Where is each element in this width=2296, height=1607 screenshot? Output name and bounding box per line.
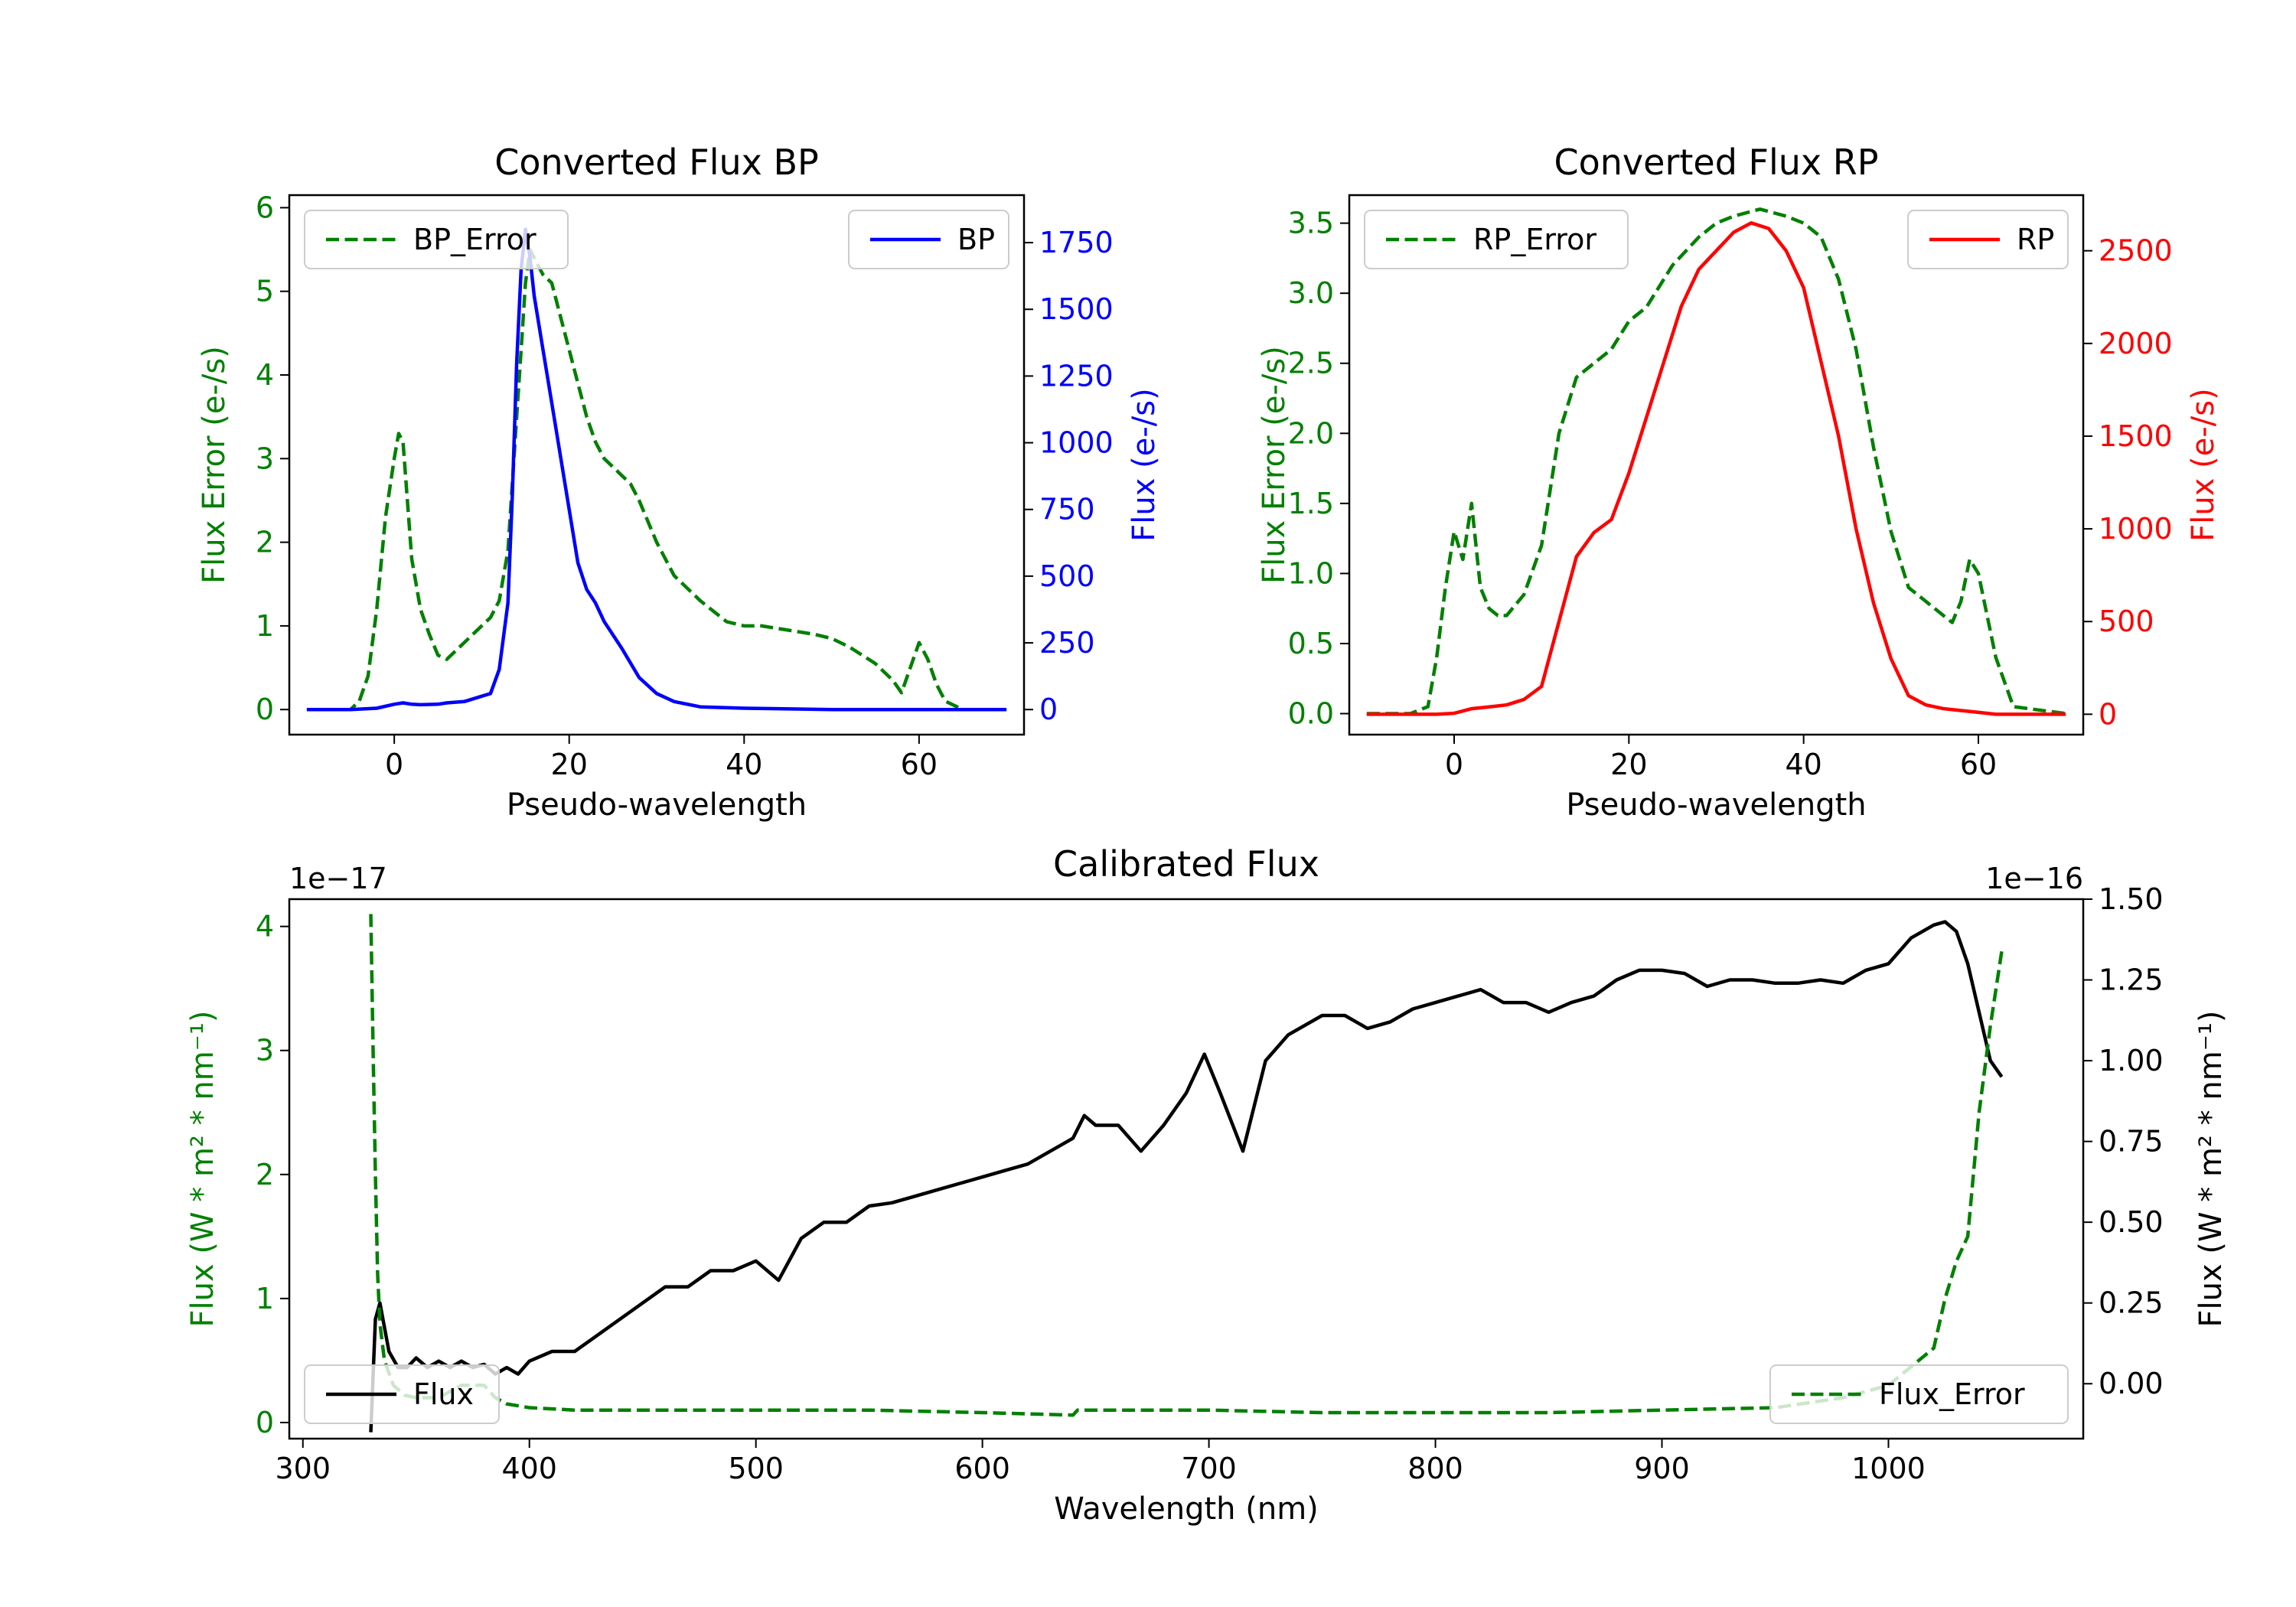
rp-right-tick-label: 1500 [2099,419,2173,453]
rp-left-tick-label: 3.5 [1288,207,1334,240]
legend-label: Flux_Error [1879,1377,2025,1411]
rp-chart-title: Converted Flux RP [1554,142,1879,183]
rp-x-tick-label: 0 [1445,748,1463,781]
bp-right-tick-label: 0 [1039,693,1058,726]
legend-box [1769,1364,2069,1424]
bp-x-tick-label: 0 [385,748,403,781]
bp-right-tick-label: 1250 [1039,359,1114,393]
bp-legend-bp: BP [848,210,1009,269]
rp-plot-area [1366,207,2066,716]
cal-left-tick-label: 2 [256,1158,274,1191]
cal-left-axis-label: Flux (W * m² * nm⁻¹) [185,1011,220,1328]
cal-legend-flux: Flux [304,1364,500,1424]
bp-left-tick-label: 4 [256,358,274,392]
cal-left-tick-label: 0 [256,1406,274,1439]
rp-x-axis-label: Pseudo-wavelength [1566,787,1866,823]
cal-x-tick-label: 700 [1181,1452,1237,1485]
bp-right-tick-label: 750 [1039,493,1095,526]
cal-chart-title: Calibrated Flux [1053,843,1319,885]
bp-right-tick-label: 1000 [1039,426,1114,460]
bp-left-tick-label: 0 [256,693,274,726]
bp-left-tick-label: 5 [256,275,274,308]
rp-right-tick-label: 500 [2099,605,2154,638]
bp-left-tick-label: 2 [256,526,274,559]
cal-left-tick-label: 4 [256,910,274,944]
bp-x-tick-label: 60 [901,748,938,781]
bp-x-tick-label: 20 [551,748,588,781]
cal-legend-flux-error: Flux_Error [1769,1364,2069,1424]
cal-x-tick-label: 300 [275,1452,331,1485]
bp-left-axis-label: Flux Error (e-/s) [197,346,232,584]
legend-label: RP [2017,223,2054,256]
cal-right-tick-label: 0.50 [2099,1205,2164,1239]
rp-left-tick-label: 1.5 [1288,487,1334,520]
rp-series-rp-line [1366,221,2066,716]
rp-x-tick-label: 20 [1610,748,1647,781]
rp-left-tick-label: 3.0 [1288,276,1334,310]
rp-legend-rp: RP [1907,210,2069,269]
cal-series-flux-line [369,920,2004,1433]
legend-label: BP_Error [413,223,536,256]
bp-right-axis-label: Flux (e-/s) [1127,388,1162,541]
rp-right-tick-label: 1000 [2099,512,2173,546]
cal-right-tick-label: 0.00 [2099,1367,2164,1400]
bp-x-tick-label: 40 [726,748,762,781]
rp-left-tick-label: 2.0 [1288,416,1334,450]
legend-label: BP [957,223,995,256]
rp-left-tick-label: 2.5 [1288,347,1334,380]
cal-x-tick-label: 400 [501,1452,557,1485]
cal-right-tick-label: 1.25 [2099,963,2164,997]
bp-series-bp-error-line [306,247,1007,712]
cal-right-tick-label: 0.75 [2099,1125,2164,1159]
bp-axes-frame [288,194,1026,736]
legend-box [304,210,569,269]
rp-left-tick-label: 0.0 [1288,697,1334,731]
cal-left-offset-text: 1e−17 [289,862,387,895]
bp-legend-bp-error: BP_Error [304,210,569,269]
cal-right-offset-text: 1e−16 [1985,862,2083,895]
cal-x-tick-label: 1000 [1851,1452,1926,1485]
calibrated-chart-panel: Calibrated Flux 300 400 500 600 700 800 900 1000… [185,843,2229,1527]
rp-right-tick-label: 2000 [2099,327,2173,360]
cal-right-tick-label: 1.00 [2099,1044,2164,1077]
bp-x-axis-label: Pseudo-wavelength [507,787,807,823]
cal-x-tick-label: 500 [728,1452,784,1485]
legend-label: RP_Error [1473,223,1596,256]
rp-right-axis-label: Flux (e-/s) [2186,388,2221,541]
cal-x-tick-label: 600 [954,1452,1010,1485]
rp-series-rp-error-line [1366,207,2066,715]
bp-right-tick-label: 500 [1039,559,1095,593]
rp-right-tick-label: 0 [2099,697,2117,731]
cal-right-axis-label: Flux (W * m² * nm⁻¹) [2193,1011,2229,1328]
legend-label: Flux [413,1377,474,1411]
bp-right-tick-label: 1750 [1039,226,1114,259]
bp-left-tick-label: 6 [256,191,274,224]
rp-x-tick-label: 60 [1960,748,1997,781]
cal-left-tick-label: 3 [256,1034,274,1068]
rp-x-tick-label: 40 [1785,748,1821,781]
cal-right-tick-label: 0.25 [2099,1286,2164,1320]
legend-box [1364,210,1629,269]
bp-right-tick-label: 250 [1039,626,1095,660]
legend-box [304,1364,500,1424]
cal-right-tick-label: 1.50 [2099,882,2164,916]
rp-chart-panel: Converted Flux RP 0 20 40 60 Pseudo-wavelengt… [1257,142,2221,823]
rp-left-tick-label: 1.0 [1288,556,1334,590]
bp-left-tick-label: 1 [256,609,274,643]
bp-left-tick-label: 3 [256,442,274,475]
cal-axes-frame [288,898,2085,1440]
rp-left-tick-label: 0.5 [1288,627,1334,660]
rp-right-tick-label: 2500 [2099,234,2173,268]
rp-axes-frame [1348,194,2085,736]
cal-left-tick-label: 1 [256,1282,274,1315]
cal-x-tick-label: 900 [1634,1452,1690,1485]
rp-legend-rp-error: RP_Error [1364,210,1629,269]
bp-right-tick-label: 1500 [1039,292,1114,326]
bp-chart-panel: Converted Flux BP0 20 40 60Pseudo-wavelengt… [197,142,1162,823]
cal-x-axis-label: Wavelength (nm) [1054,1491,1319,1527]
cal-x-tick-label: 800 [1407,1452,1463,1485]
bp-chart-title: Converted Flux BP [494,142,819,183]
rp-left-axis-label: Flux Error (e-/s) [1257,346,1292,584]
